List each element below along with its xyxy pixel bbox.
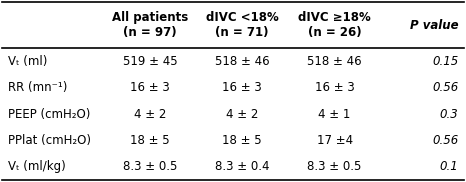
Text: 17 ±4: 17 ±4 [316, 134, 353, 147]
Text: 0.1: 0.1 [439, 160, 459, 173]
Text: 18 ± 5: 18 ± 5 [222, 134, 262, 147]
Text: PEEP (cmH₂O): PEEP (cmH₂O) [7, 108, 90, 121]
Text: 18 ± 5: 18 ± 5 [130, 134, 170, 147]
Text: PPlat (cmH₂O): PPlat (cmH₂O) [7, 134, 90, 147]
Text: 4 ± 2: 4 ± 2 [226, 108, 259, 121]
Text: Vₜ (ml): Vₜ (ml) [7, 55, 47, 68]
Text: 16 ± 3: 16 ± 3 [222, 81, 262, 94]
Text: All patients
(n = 97): All patients (n = 97) [112, 11, 188, 39]
Text: 16 ± 3: 16 ± 3 [130, 81, 170, 94]
Text: P value: P value [410, 19, 459, 32]
Text: 519 ± 45: 519 ± 45 [123, 55, 177, 68]
Text: 0.3: 0.3 [439, 108, 459, 121]
Text: Vₜ (ml/kg): Vₜ (ml/kg) [7, 160, 65, 173]
Text: dIVC <18%
(n = 71): dIVC <18% (n = 71) [206, 11, 279, 39]
Text: 0.56: 0.56 [432, 81, 459, 94]
Text: 4 ± 1: 4 ± 1 [318, 108, 351, 121]
Text: dIVC ≥18%
(n = 26): dIVC ≥18% (n = 26) [298, 11, 371, 39]
Text: 8.3 ± 0.4: 8.3 ± 0.4 [215, 160, 269, 173]
Text: 16 ± 3: 16 ± 3 [315, 81, 355, 94]
Text: 518 ± 46: 518 ± 46 [307, 55, 362, 68]
Text: 8.3 ± 0.5: 8.3 ± 0.5 [308, 160, 362, 173]
Text: 8.3 ± 0.5: 8.3 ± 0.5 [123, 160, 177, 173]
Text: RR (mn⁻¹): RR (mn⁻¹) [7, 81, 67, 94]
Text: 0.15: 0.15 [432, 55, 459, 68]
Text: 0.56: 0.56 [432, 134, 459, 147]
Text: 518 ± 46: 518 ± 46 [215, 55, 269, 68]
Text: 4 ± 2: 4 ± 2 [134, 108, 166, 121]
